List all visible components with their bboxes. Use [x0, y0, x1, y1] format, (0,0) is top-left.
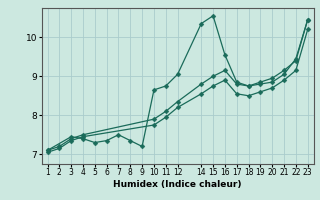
X-axis label: Humidex (Indice chaleur): Humidex (Indice chaleur)	[113, 180, 242, 189]
